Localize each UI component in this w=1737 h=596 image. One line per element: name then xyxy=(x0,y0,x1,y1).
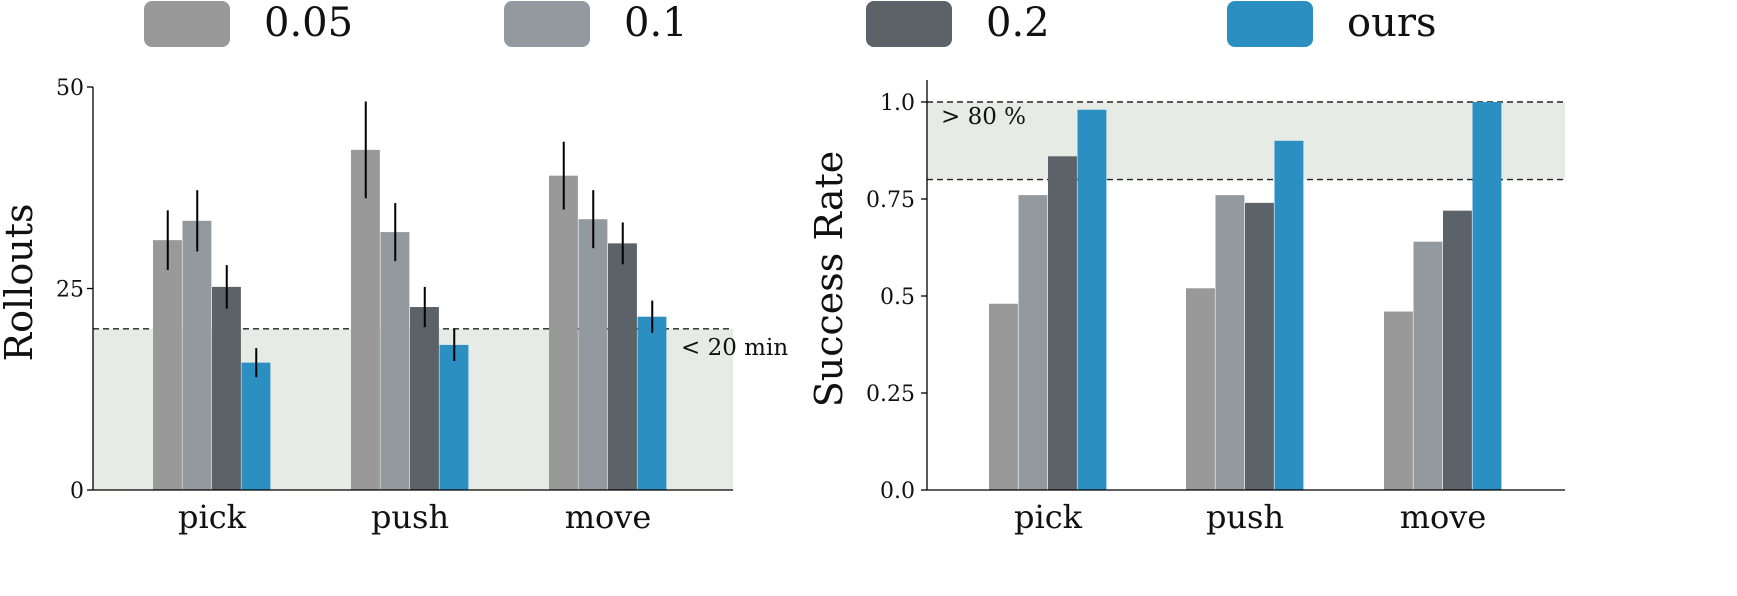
legend-label-0.1: 0.1 xyxy=(624,0,688,46)
y-tick-label: 0 xyxy=(70,479,84,504)
bar-0.05-pick xyxy=(153,240,182,490)
bar-0.2-move xyxy=(608,243,637,490)
legend-swatch-0.1 xyxy=(504,1,590,47)
y-tick-label: 0.25 xyxy=(866,382,915,407)
x-tick-label-push: push xyxy=(371,498,449,536)
y-axis-label: Success Rate xyxy=(807,151,851,408)
y-tick-label: 0.0 xyxy=(880,479,915,504)
bar-0.1-push xyxy=(1215,195,1245,490)
threshold-label: > 80 % xyxy=(941,104,1026,130)
success-rate-chart: > 80 % 0.0 0.25 0.5 0.75 1.0 pick push move Succe… xyxy=(807,80,1565,536)
bar-ours-pick xyxy=(1077,109,1107,490)
x-tick-label-pick: pick xyxy=(178,498,247,536)
y-tick-label: 25 xyxy=(56,278,84,303)
legend-label-ours: ours xyxy=(1347,0,1437,46)
bar-0.2-push xyxy=(410,307,439,490)
x-tick-label-move: move xyxy=(565,498,652,536)
bar-0.2-pick xyxy=(212,286,241,490)
bar-ours-move xyxy=(637,316,667,490)
x-tick-label-push: push xyxy=(1206,498,1284,536)
y-axis-label: Rollouts xyxy=(0,204,41,362)
bar-0.05-push xyxy=(351,149,380,491)
threshold-region xyxy=(927,102,1565,180)
y-tick-label: 0.5 xyxy=(880,285,915,310)
bar-0.1-push xyxy=(380,232,410,490)
bar-0.2-pick xyxy=(1048,156,1077,490)
y-tick-label: 0.75 xyxy=(866,188,915,213)
legend-swatch-0.05 xyxy=(144,1,230,47)
bar-ours-pick xyxy=(241,362,271,490)
x-tick-label-pick: pick xyxy=(1014,498,1083,536)
bar-0.1-pick xyxy=(1018,195,1048,490)
bar-ours-push xyxy=(439,344,469,490)
legend-swatch-ours xyxy=(1227,1,1313,47)
legend-label-0.05: 0.05 xyxy=(264,0,353,46)
x-tick-label-move: move xyxy=(1400,498,1487,536)
bar-0.1-move xyxy=(1413,241,1443,490)
bar-ours-move xyxy=(1472,102,1502,490)
bar-0.05-move xyxy=(1384,311,1413,490)
bar-0.05-move xyxy=(549,175,578,490)
legend: 0.05 0.1 0.2 ours xyxy=(144,0,1437,47)
y-tick-label: 50 xyxy=(56,76,84,101)
y-tick-label: 1.0 xyxy=(880,91,915,116)
bar-0.05-push xyxy=(1186,288,1215,490)
bar-0.2-push xyxy=(1245,202,1274,490)
legend-swatch-0.2 xyxy=(866,1,952,47)
legend-label-0.2: 0.2 xyxy=(986,0,1050,46)
bar-0.1-move xyxy=(578,219,608,490)
bar-ours-push xyxy=(1274,140,1304,491)
bar-0.2-move xyxy=(1443,210,1472,490)
bar-0.1-pick xyxy=(182,220,212,490)
threshold-label: < 20 min xyxy=(681,335,788,361)
rollouts-chart: < 20 min 0 25 50 pick push move Rollouts xyxy=(0,76,788,536)
bar-0.05-pick xyxy=(989,303,1018,490)
